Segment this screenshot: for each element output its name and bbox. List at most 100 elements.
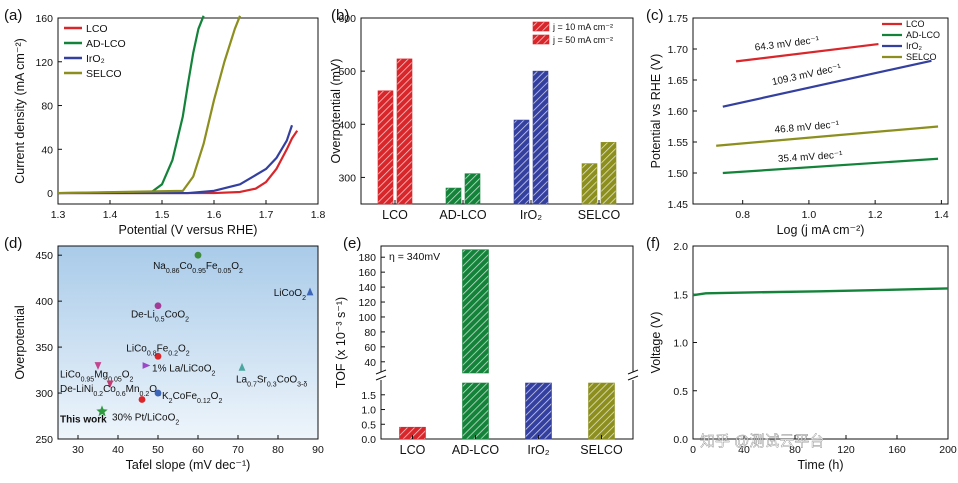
panel-e-ytick-label: 1.5 bbox=[361, 390, 376, 402]
panel-f-ytick-label: 2.0 bbox=[673, 241, 688, 253]
panel-c-ytick-label: 1.45 bbox=[668, 199, 689, 211]
panel-b-bar-ad-lco-j50 bbox=[464, 173, 481, 205]
panel-c-ytick-label: 1.75 bbox=[668, 13, 689, 25]
panel-b-xtick-label: AD-LCO bbox=[439, 208, 487, 222]
watermark-text: 知乎 @测试云平台 bbox=[700, 433, 824, 450]
panel-d-point bbox=[106, 380, 114, 389]
panel-a-xtick-label: 1.3 bbox=[51, 209, 66, 221]
panel-a-ytick-label: 80 bbox=[41, 101, 53, 113]
panel-f-ytick-label: 0.5 bbox=[673, 386, 688, 398]
panel-c-label: (c) bbox=[646, 7, 664, 24]
panel-e-xtick-label: SELCO bbox=[580, 443, 623, 457]
panel-d-point bbox=[194, 251, 202, 259]
panel-f-ytick-label: 1.5 bbox=[673, 289, 688, 301]
panel-b-ytick-label: 300 bbox=[338, 172, 356, 184]
panel-d-point-label: K2CoFe0.12O2 bbox=[162, 391, 222, 405]
panel-e-ytick-label: 0.5 bbox=[361, 419, 376, 431]
panel-a-xlabel: Potential (V versus RHE) bbox=[119, 223, 258, 237]
panel-d-background bbox=[58, 246, 318, 439]
panel-e-break-mark bbox=[627, 375, 639, 381]
panel-d-xtick-label: 80 bbox=[272, 444, 284, 456]
panel-b-bar-selco-j50 bbox=[600, 142, 617, 205]
panel-a-frame bbox=[57, 17, 319, 205]
panel-a-ytick-label: 0 bbox=[47, 188, 53, 200]
panel-e-bar-selco-low bbox=[588, 382, 615, 440]
panel-a-xtick-label: 1.8 bbox=[311, 209, 326, 221]
panel-e-break-mark bbox=[627, 369, 639, 375]
panel-c-ytick-label: 1.60 bbox=[668, 106, 689, 118]
panel-d-point bbox=[94, 362, 102, 370]
panel-e-ytick-label: 100 bbox=[358, 312, 376, 324]
panel-e-ytick-label: 120 bbox=[358, 297, 376, 309]
panel-c-slope-label: 46.8 mV dec⁻¹ bbox=[774, 119, 840, 136]
panel-e-break-mark bbox=[375, 375, 387, 381]
panel-d-xtick-label: 50 bbox=[152, 444, 164, 456]
panel-d-point bbox=[142, 362, 151, 369]
panel-e-annotation: η = 340mV bbox=[389, 251, 440, 263]
panel-a-legend-label: IrO₂ bbox=[86, 53, 105, 65]
panel-d-point bbox=[306, 287, 314, 296]
panel-c-fit-lco bbox=[735, 42, 879, 63]
panel-d-point-label: 30% Pt/LiCoO2 bbox=[112, 412, 179, 426]
panel-d-point-this-work bbox=[96, 405, 108, 417]
panel-e-ylabel: TOF (x 10⁻³ s⁻¹) bbox=[334, 297, 348, 388]
panel-a-ylabel: Current density (mA cm⁻²) bbox=[13, 38, 27, 184]
panel-a-series-lco bbox=[58, 130, 299, 195]
panel-b-xtick-label: IrO₂ bbox=[520, 208, 542, 222]
panel-c-slope-label: 35.4 mV dec⁻¹ bbox=[778, 150, 844, 165]
panel-d-point bbox=[154, 302, 162, 310]
panel-a-series-iro2 bbox=[58, 124, 294, 195]
panel-e-break-mark bbox=[375, 369, 387, 375]
panel-b-bar-lco-j50 bbox=[396, 58, 413, 205]
panel-e-ytick-label: 160 bbox=[358, 267, 376, 279]
panel-e-ytick-label: 1.0 bbox=[361, 405, 376, 417]
panel-d-xtick-label: 60 bbox=[192, 444, 204, 456]
panel-b-bar-selco-j10 bbox=[581, 163, 598, 205]
panel-a-xtick-label: 1.4 bbox=[103, 209, 118, 221]
panel-d-xtick-label: 30 bbox=[72, 444, 84, 456]
panel-f-label: (f) bbox=[646, 235, 660, 252]
panel-c-xtick-label: 1.0 bbox=[802, 209, 817, 221]
panel-d-frame bbox=[57, 245, 319, 440]
panel-c-ytick-label: 1.65 bbox=[668, 75, 689, 87]
panel-a-legend-label: SELCO bbox=[86, 68, 122, 80]
panel-d-point bbox=[138, 396, 146, 403]
panel-b-label: (b) bbox=[331, 7, 349, 24]
panel-b-xtick-label: LCO bbox=[382, 208, 408, 222]
panel-e-break-gap bbox=[375, 372, 387, 380]
panel-d-point-label: LiCo0.95Mg0.05O2 bbox=[60, 369, 134, 383]
panel-b-ytick-label: 600 bbox=[338, 13, 356, 25]
panel-c-fit-ad-lco bbox=[722, 157, 939, 175]
panel-a-xtick-label: 1.6 bbox=[207, 209, 222, 221]
panel-f-xtick-label: 80 bbox=[789, 444, 801, 456]
panel-d-point-label: La0.7Sr0.3CoO3-δ bbox=[236, 374, 307, 388]
panel-b-bar-ad-lco-j10 bbox=[445, 187, 462, 205]
panel-c-xtick-label: 0.8 bbox=[735, 209, 750, 221]
panel-e-bar-ad-lco-low bbox=[462, 382, 489, 440]
panel-e-xtick-label: LCO bbox=[400, 443, 426, 457]
panel-c-ylabel: Potential vs RHE (V) bbox=[649, 54, 663, 169]
panel-b-ytick-label: 500 bbox=[338, 66, 356, 78]
panel-c-ytick-label: 1.50 bbox=[668, 168, 689, 180]
panel-e-xtick-label: IrO₂ bbox=[527, 443, 549, 457]
panel-a-ytick-label: 160 bbox=[35, 13, 53, 25]
panel-e-ytick-label: 60 bbox=[364, 342, 376, 354]
panel-d-xlabel: Tafel slope (mV dec⁻¹) bbox=[126, 458, 251, 472]
panel-e-ytick-label: 0.0 bbox=[361, 434, 376, 446]
panel-c-legend-label: IrO₂ bbox=[906, 41, 922, 51]
panel-f-series-ad-lco bbox=[692, 287, 949, 297]
panel-b-bar-iro2-j50 bbox=[532, 70, 549, 205]
panel-e-xtick-label: AD-LCO bbox=[452, 443, 500, 457]
panel-f-xtick-label: 120 bbox=[837, 444, 855, 456]
panel-c-ytick-label: 1.55 bbox=[668, 137, 689, 149]
panel-b-xtick-label: SELCO bbox=[578, 208, 621, 222]
panel-e-ytick-label: 140 bbox=[358, 282, 376, 294]
panel-f-ytick-label: 0.0 bbox=[673, 434, 688, 446]
panel-d-point bbox=[154, 352, 162, 360]
panel-b-ytick-label: 400 bbox=[338, 119, 356, 131]
panel-d-ytick-label: 350 bbox=[35, 342, 53, 354]
panel-a-label: (a) bbox=[4, 7, 22, 24]
panel-a-series-ad-lco bbox=[57, 15, 205, 195]
panel-e-bar-ad-lco-high bbox=[462, 249, 489, 374]
